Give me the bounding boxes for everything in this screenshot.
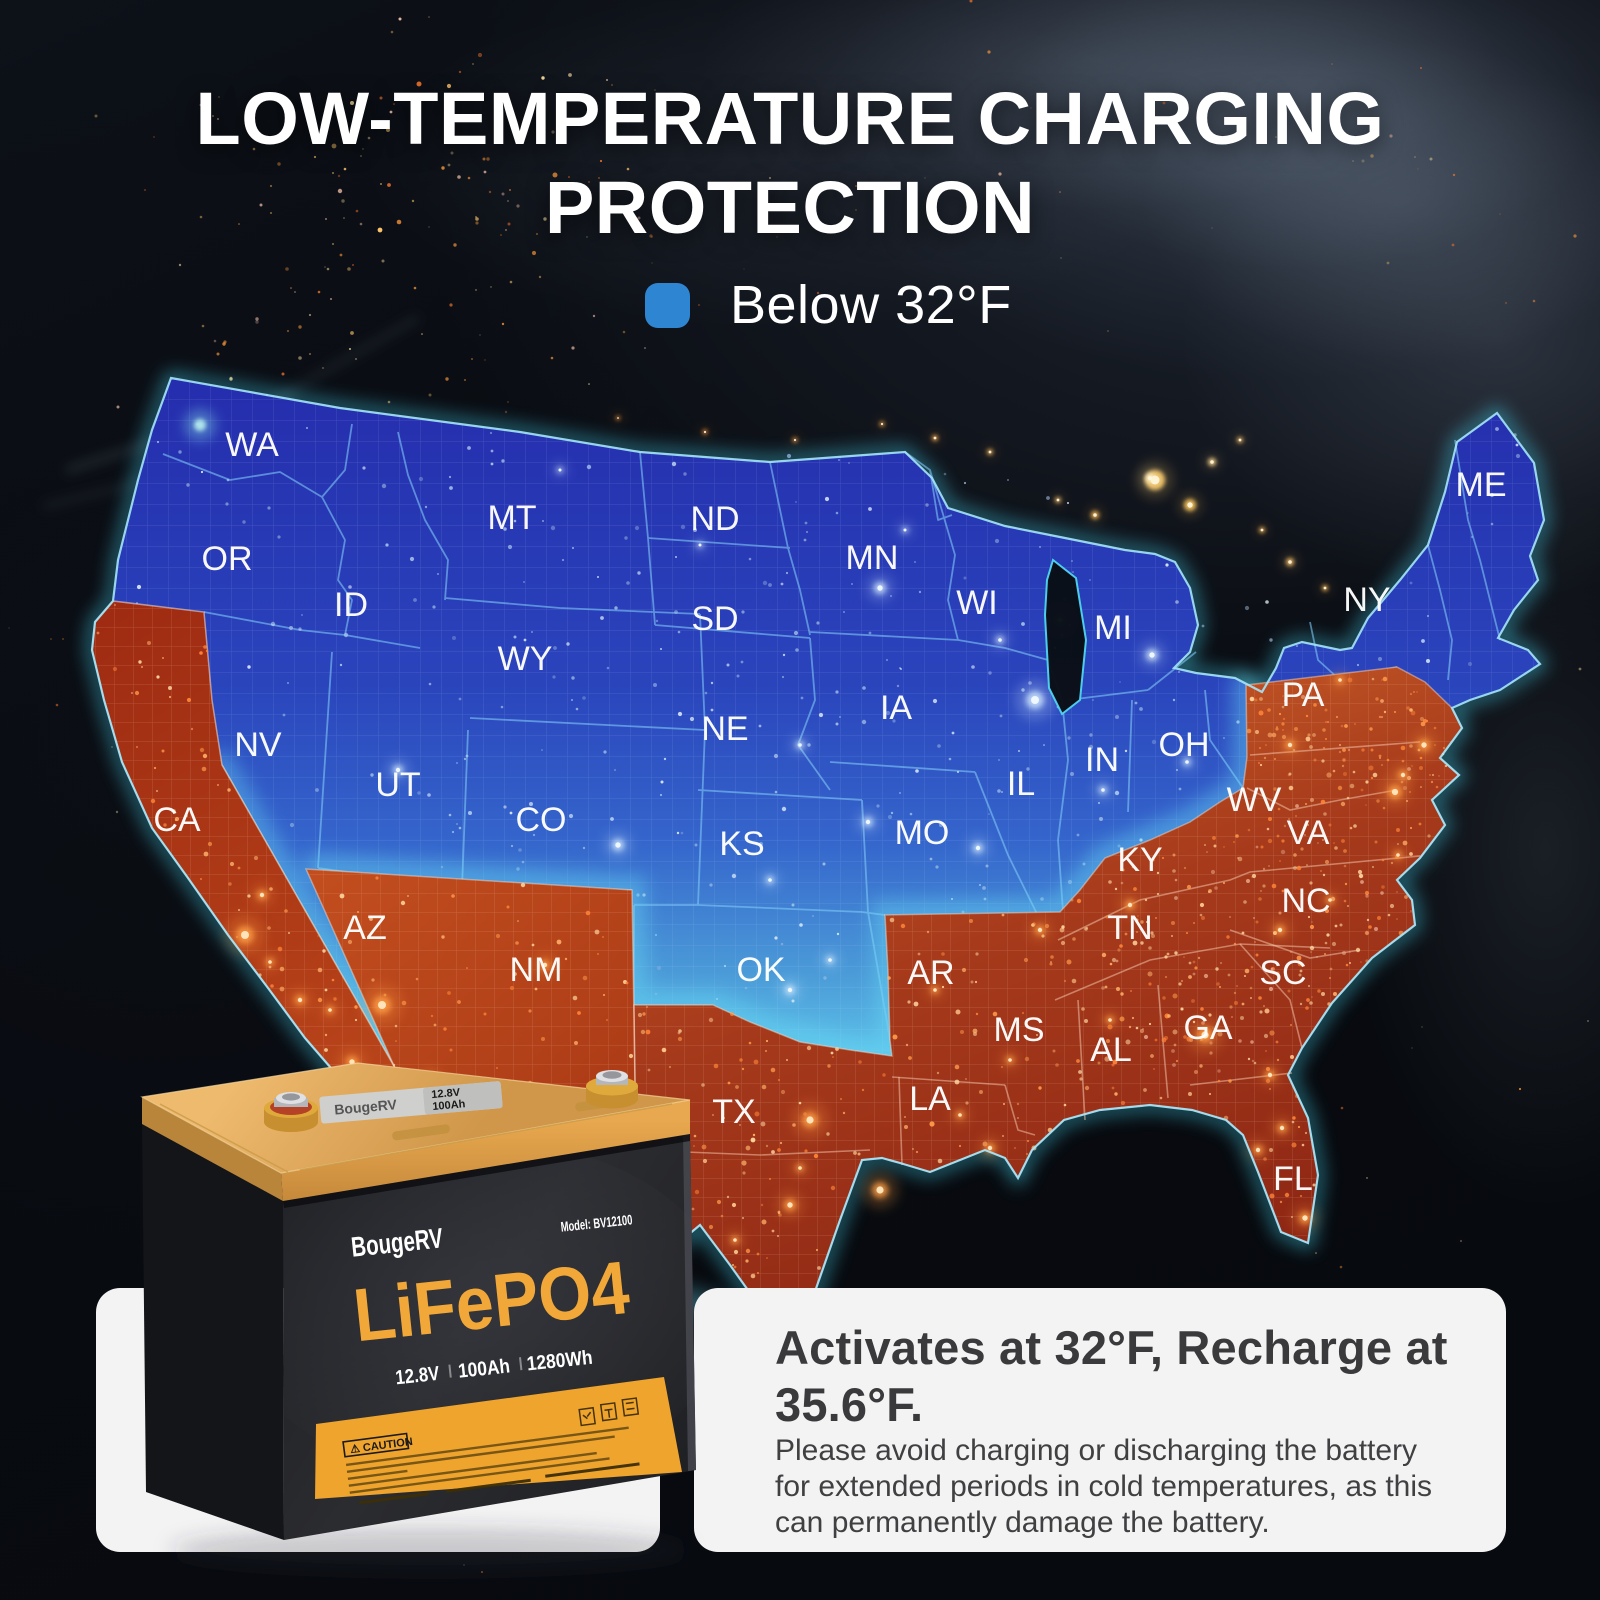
svg-text:IA: IA bbox=[880, 689, 912, 727]
svg-text:ID: ID bbox=[334, 586, 368, 624]
svg-text:PA: PA bbox=[1282, 676, 1325, 714]
svg-text:CO: CO bbox=[516, 801, 567, 839]
svg-text:MI: MI bbox=[1094, 609, 1132, 647]
svg-text:Model: BV12100: Model: BV12100 bbox=[560, 1211, 633, 1234]
svg-text:OH: OH bbox=[1159, 726, 1210, 764]
svg-text:MT: MT bbox=[487, 499, 536, 537]
svg-text:MO: MO bbox=[895, 814, 950, 852]
svg-text:CA: CA bbox=[153, 801, 201, 839]
svg-text:12.8V: 12.8V bbox=[431, 1087, 461, 1102]
svg-text:WY: WY bbox=[498, 640, 553, 678]
svg-text:100Ah: 100Ah bbox=[432, 1098, 466, 1113]
svg-text:WA: WA bbox=[225, 426, 279, 464]
svg-text:GA: GA bbox=[1183, 1009, 1232, 1047]
svg-text:NV: NV bbox=[234, 726, 282, 764]
svg-text:LA: LA bbox=[909, 1080, 951, 1118]
svg-text:MS: MS bbox=[994, 1011, 1045, 1049]
svg-text:BougeRV: BougeRV bbox=[334, 1096, 399, 1117]
svg-text:IL: IL bbox=[1007, 765, 1035, 803]
svg-text:NC: NC bbox=[1281, 882, 1330, 920]
svg-text:NY: NY bbox=[1343, 581, 1390, 619]
svg-text:FL: FL bbox=[1273, 1160, 1313, 1198]
svg-text:IN: IN bbox=[1085, 741, 1119, 779]
svg-text:UT: UT bbox=[375, 766, 420, 804]
svg-text:12.8V: 12.8V bbox=[394, 1363, 441, 1390]
svg-text:NM: NM bbox=[510, 951, 563, 989]
svg-text:100Ah: 100Ah bbox=[457, 1355, 511, 1382]
svg-text:MN: MN bbox=[846, 539, 899, 577]
svg-text:VA: VA bbox=[1287, 814, 1330, 852]
svg-text:AL: AL bbox=[1090, 1031, 1132, 1069]
svg-text:SC: SC bbox=[1259, 954, 1306, 992]
svg-text:ND: ND bbox=[690, 500, 739, 538]
svg-text:OR: OR bbox=[202, 540, 253, 578]
svg-text:OK: OK bbox=[736, 951, 785, 989]
svg-text:WV: WV bbox=[1227, 781, 1282, 819]
svg-text:KS: KS bbox=[719, 825, 764, 863]
svg-text:NE: NE bbox=[701, 710, 748, 748]
svg-text:SD: SD bbox=[691, 600, 738, 638]
svg-text:KY: KY bbox=[1117, 841, 1162, 879]
svg-text:AR: AR bbox=[907, 954, 954, 992]
svg-text:ME: ME bbox=[1456, 466, 1507, 504]
svg-text:TX: TX bbox=[712, 1093, 755, 1131]
svg-text:WI: WI bbox=[956, 584, 998, 622]
svg-text:AZ: AZ bbox=[343, 909, 386, 947]
svg-text:TN: TN bbox=[1107, 909, 1152, 947]
